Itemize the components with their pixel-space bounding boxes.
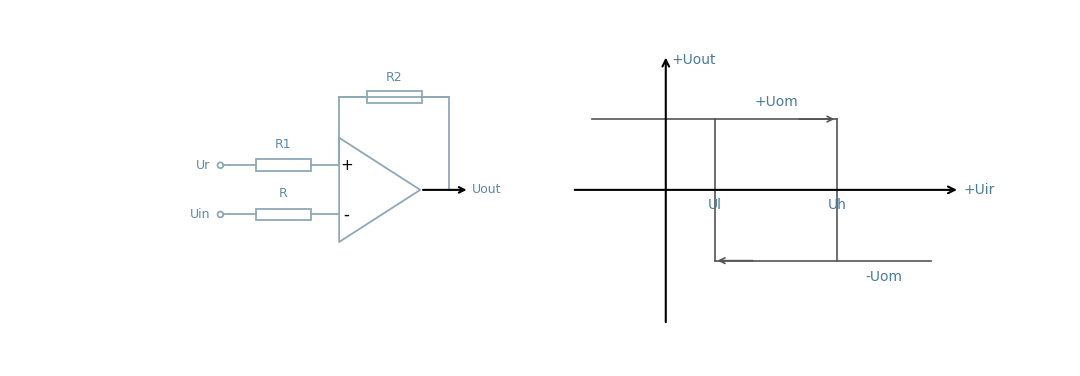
Bar — [256, 159, 311, 171]
Text: +Uir: +Uir — [963, 183, 995, 197]
Bar — [366, 91, 421, 103]
Text: Uin: Uin — [190, 208, 211, 221]
Text: Uout: Uout — [472, 183, 502, 196]
Text: -: - — [343, 206, 349, 223]
Text: R: R — [279, 187, 287, 200]
Text: +Uom: +Uom — [754, 96, 798, 109]
Text: Ul: Ul — [707, 198, 721, 212]
Bar — [256, 209, 311, 220]
Text: +Uout: +Uout — [672, 53, 716, 67]
Text: +: + — [340, 158, 353, 173]
Text: Ur: Ur — [197, 159, 211, 172]
Text: -Uom: -Uom — [866, 270, 903, 284]
Text: Uh: Uh — [828, 198, 847, 212]
Text: R2: R2 — [386, 71, 403, 84]
Text: R1: R1 — [275, 138, 292, 151]
